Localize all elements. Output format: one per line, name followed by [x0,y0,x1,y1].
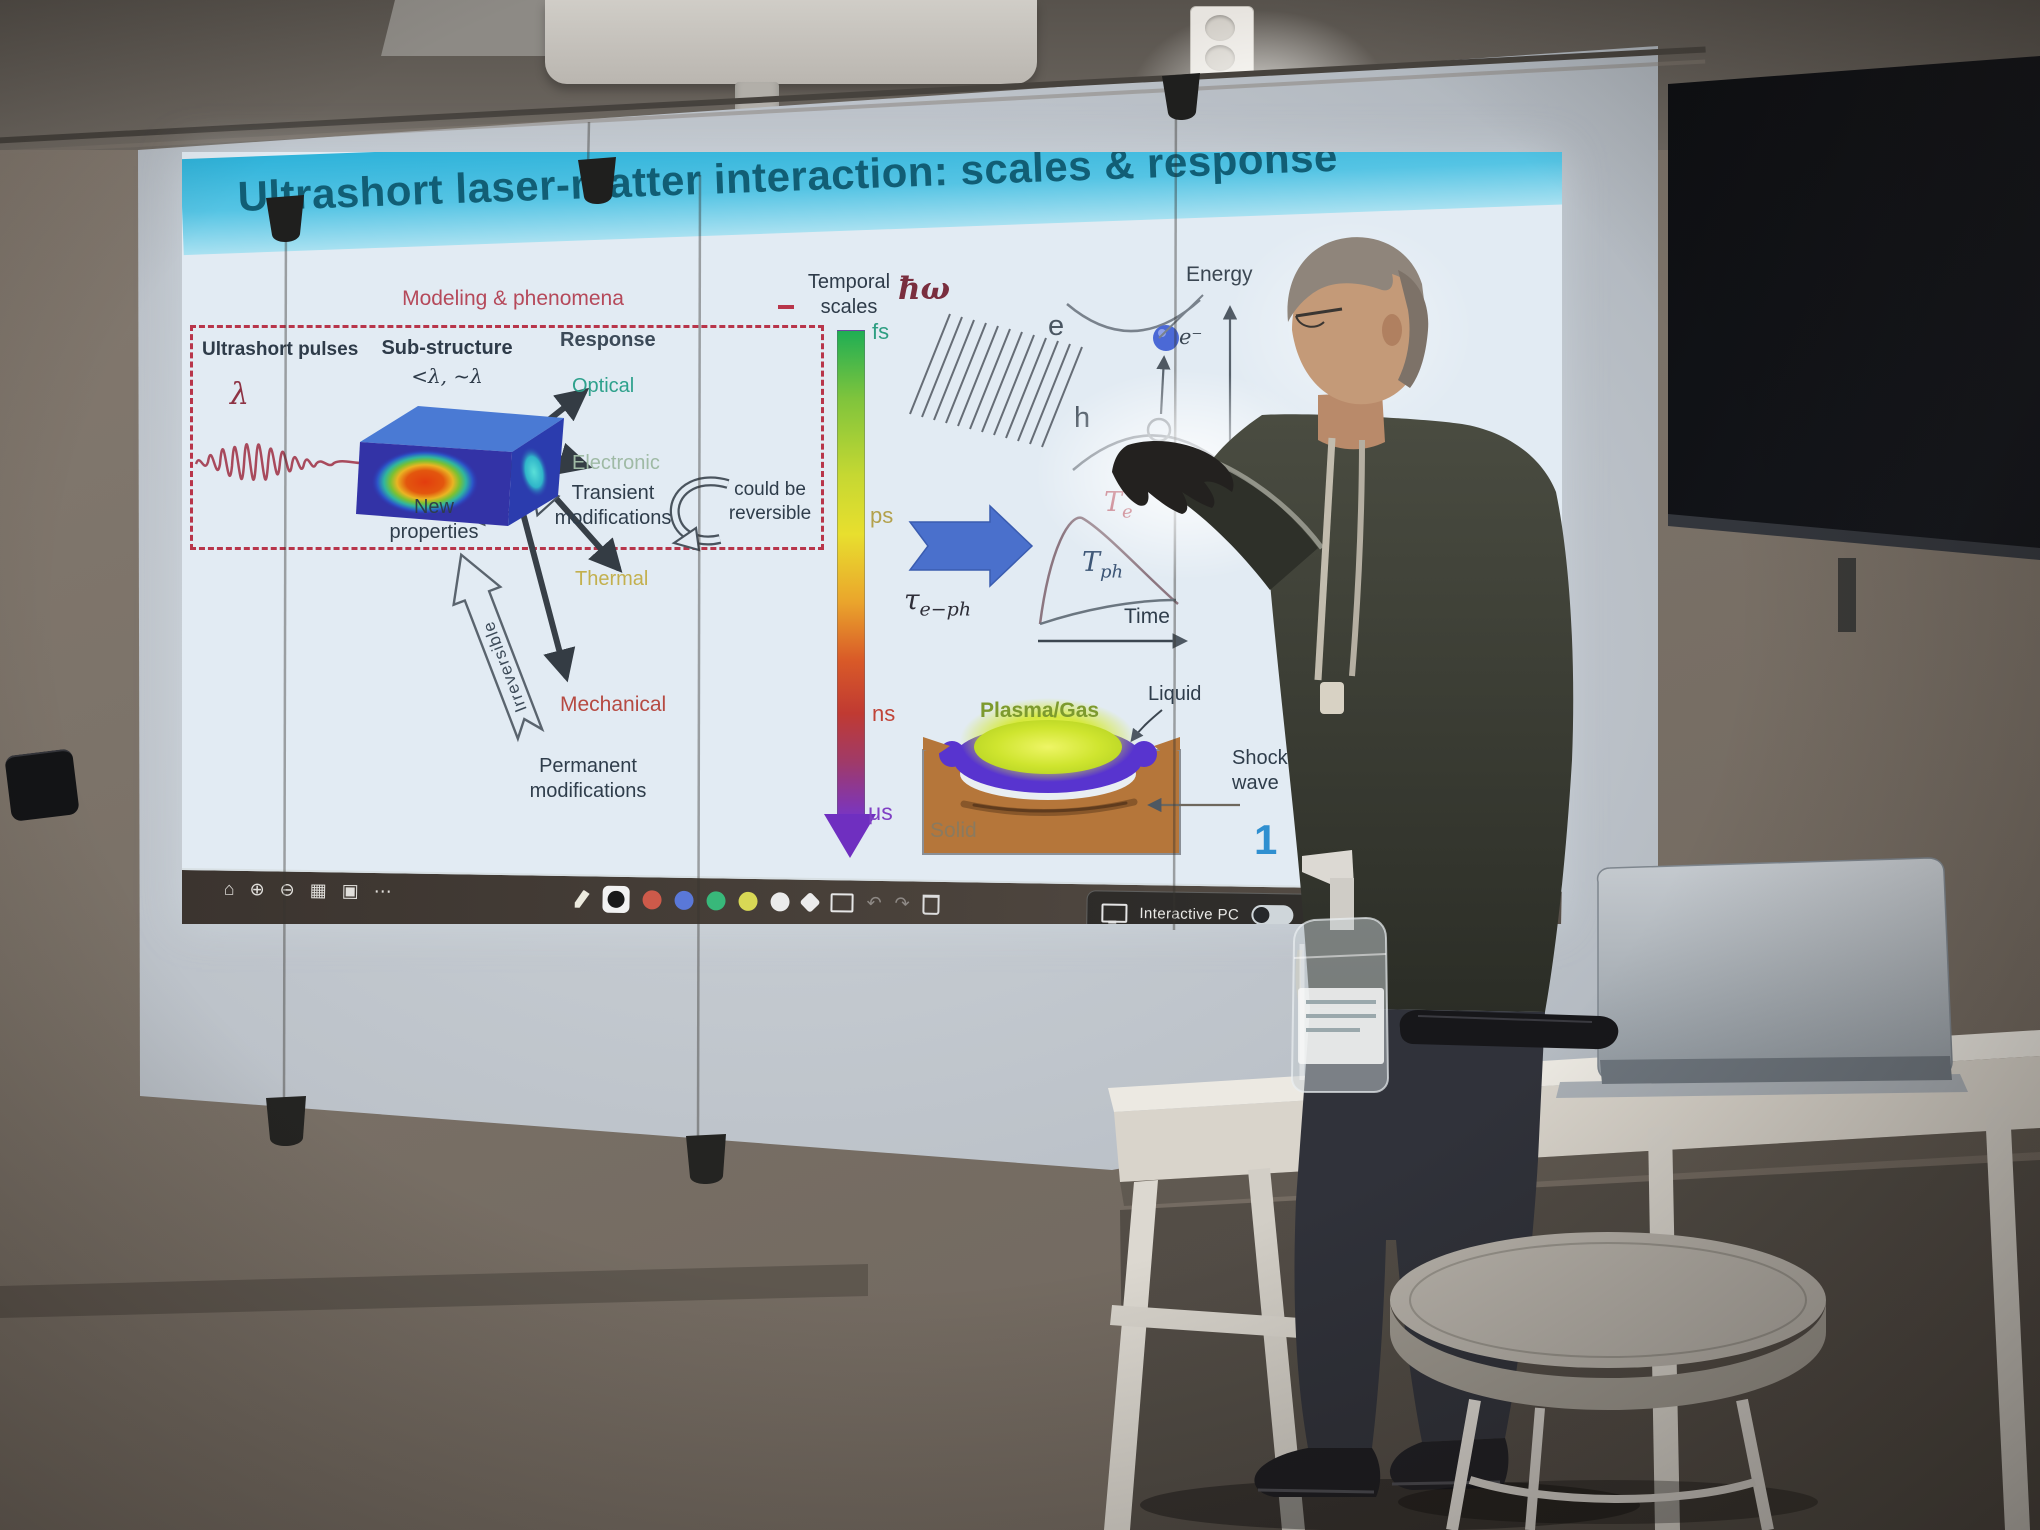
reversible-curved-arrow [669,476,730,552]
pc-monitor-icon [1101,902,1128,923]
ns-label: ns [872,701,896,726]
temporal-arrowhead [824,814,876,858]
secondary-tool-panel[interactable]: ↕ [1385,894,1446,924]
trash-icon[interactable] [922,894,940,915]
could-be-reversible-label: could be reversible [728,479,812,524]
modeling-dashed-box [190,325,824,550]
electron-particle-label: e⁻ [1179,325,1203,349]
excitation-arrow [1156,355,1171,415]
fs-label: fs [872,319,890,344]
plasma-core [974,720,1122,774]
shock-wave-label: Shock wave [1232,747,1288,794]
temporal-gradient-bar [837,330,865,816]
pen-toolbar: ↶ ↷ [573,885,940,918]
zoom-in-icon[interactable]: ⊕ [249,879,265,900]
response-label: Response [560,329,656,351]
taskbar-left-icons: ⌂ ⊕ ⊖ ▦ ▣ ⋯ [224,879,392,903]
projector-mount [381,0,560,56]
thermal-label: Thermal [575,568,649,590]
dashed-line-fragment [778,305,794,309]
hole-band-label: h [1074,402,1091,434]
pen-color-white[interactable] [770,892,790,912]
electronic-label: Electronic [572,452,660,474]
time-axis-label: Time [1124,605,1170,628]
liquid-label: Liquid [1148,683,1202,705]
new-properties-label: New properties [389,496,479,543]
pen-color-yellow[interactable] [738,891,758,912]
tph-curve [1039,598,1177,626]
sub-structure-label: Sub-structure [381,337,513,359]
tv-bracket [1838,558,1856,632]
mode-profile-spot [371,449,479,515]
temporal-scales-label: Temporal scales [807,271,891,318]
resize-icon: ↕ [1410,906,1421,924]
us-label: μs [868,799,893,825]
ceiling-projector [545,0,1037,84]
slide-number: 1 [1254,816,1278,863]
mechanical-label: Mechanical [560,693,667,716]
optical-label: Optical [572,375,635,397]
structured-target-box [356,406,564,526]
wall-mounted-device [4,748,80,822]
interactive-pc-panel: Interactive PC [1086,890,1373,924]
electron-highlight [1158,329,1166,337]
ultrashort-pulses-label: Ultrashort pulses [202,339,359,360]
shock-streak-core [972,801,1128,813]
ablation-diagram [922,698,1240,855]
pen-color-black-selected[interactable] [602,885,630,914]
tph-label: Tph [1082,547,1124,583]
te-label: Te [1104,487,1133,523]
pen-color-red[interactable] [642,890,662,910]
transient-modifications-label: Transient modifications [554,482,672,529]
valence-band-curve [1072,434,1224,471]
zoom-out-icon[interactable]: ⊖ [279,879,295,900]
select-tool-icon[interactable] [830,893,854,913]
window-icon[interactable]: ▣ [341,880,359,901]
hole-circle [1146,417,1172,443]
photon-energy-label: ħω [898,271,951,307]
side-mode-spot [519,446,549,498]
undo-icon[interactable]: ↶ [866,892,882,913]
modeling-phenomena-label: Modeling & phenomena [402,287,624,310]
plasma-gas-label: Plasma/Gas [980,699,1100,722]
electron-band-label: e [1048,310,1065,342]
gallery-icon[interactable]: ▦ [309,880,327,901]
ps-label: ps [870,503,894,528]
interactive-pc-label: Interactive PC [1139,904,1240,924]
electron-dot [1153,325,1179,351]
liquid-pointer-arrow [1130,709,1163,743]
pen-tool-icon[interactable] [573,890,589,908]
home-icon[interactable]: ⌂ [223,878,235,899]
slide-diagram-art: Irreversible [194,294,1240,855]
irreversible-ribbon-arrow: Irreversible [452,552,545,743]
redo-icon[interactable]: ↷ [894,893,910,914]
permanent-modifications-label: Permanent modifications [529,755,647,802]
more-icon[interactable]: ⋯ [373,881,392,902]
interactive-pc-toggle[interactable] [1251,904,1294,924]
tau-e-ph-label: τe−ph [904,583,972,621]
solid-label: Solid [930,819,977,842]
lambda-symbol: λ [230,377,250,412]
blue-block-arrow [908,504,1034,588]
pen-color-blue[interactable] [674,890,694,911]
eraser-icon[interactable] [799,891,821,913]
energy-axis-label: Energy [1186,263,1253,286]
projected-slide: Ultrashort laser-matter interaction: sca… [182,152,1562,924]
energy-diagonal [1158,294,1204,339]
pen-color-green[interactable] [706,891,726,911]
laser-pulse-waveform [194,443,408,481]
sub-structure-scale: <λ, ~λ [411,364,483,388]
